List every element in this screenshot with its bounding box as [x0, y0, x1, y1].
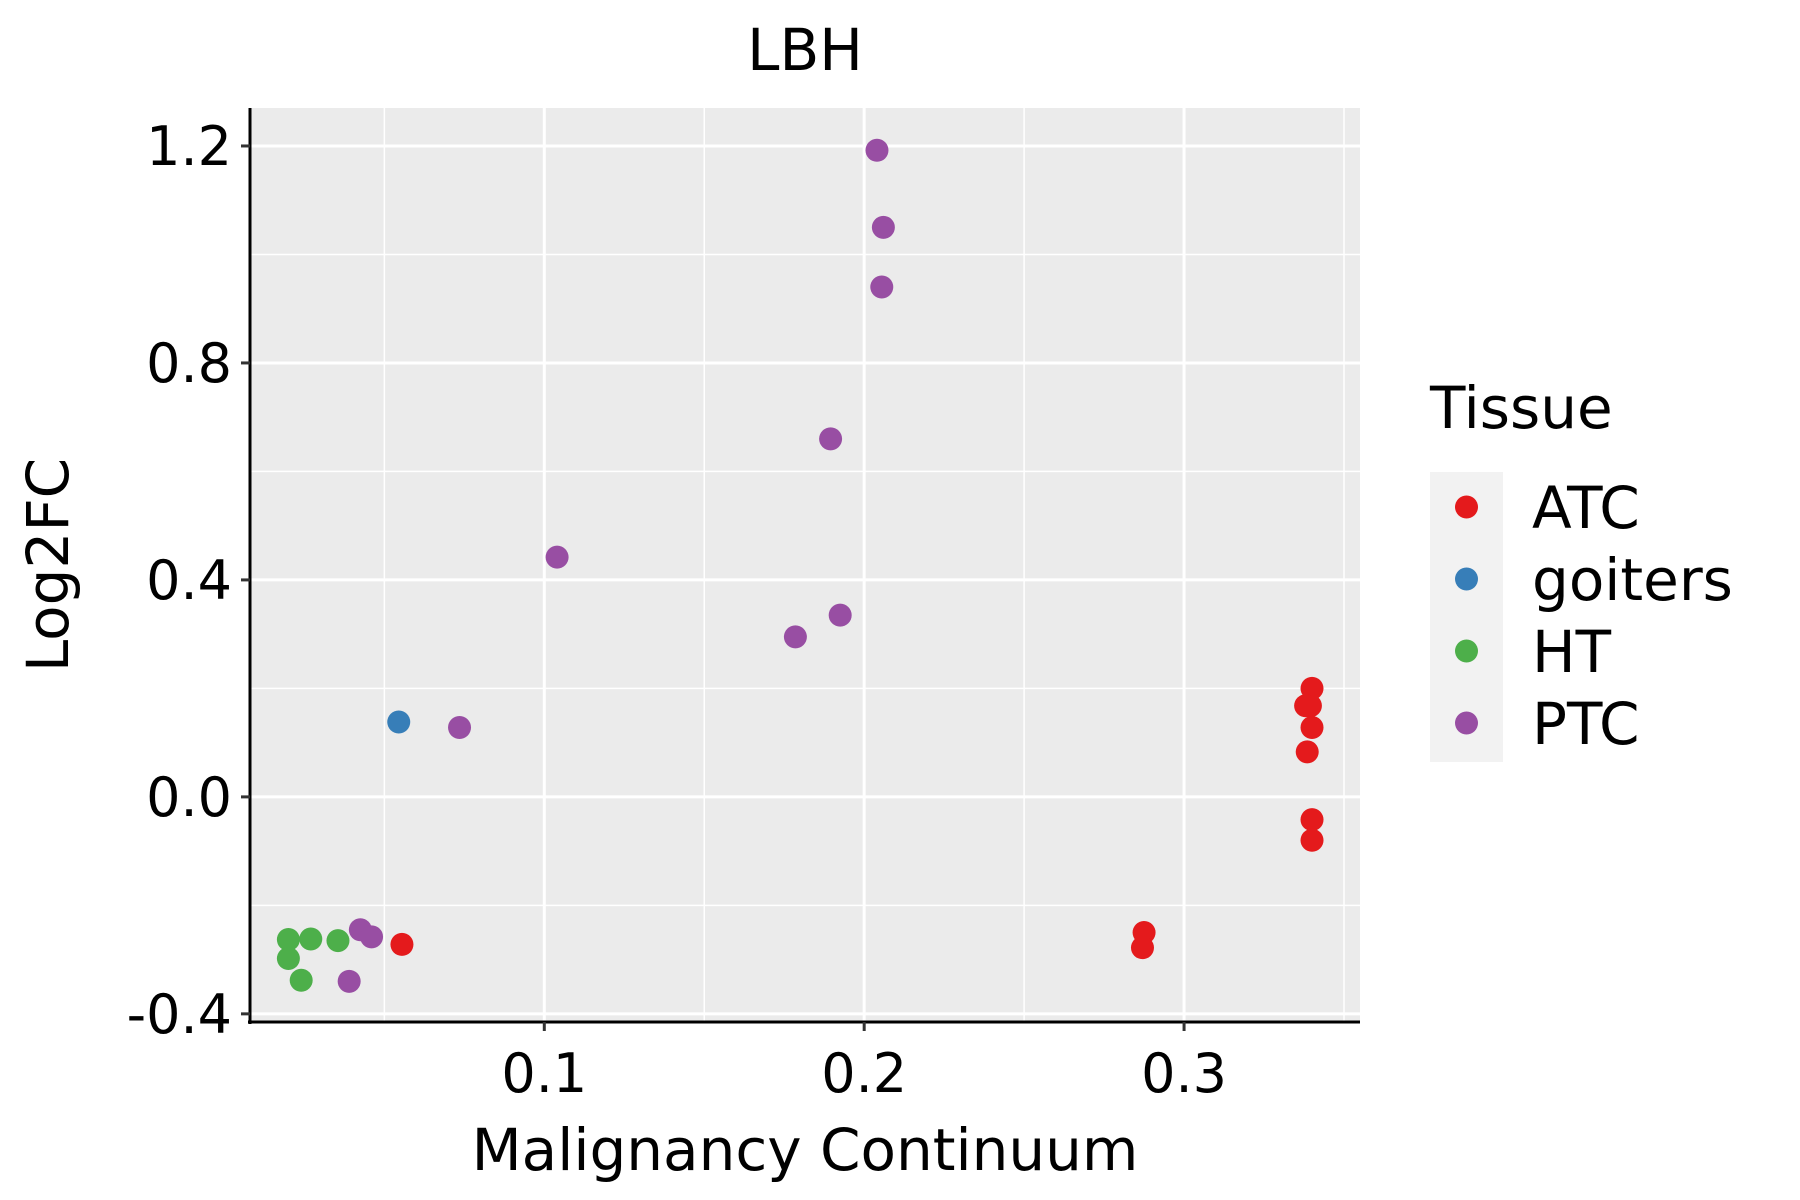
legend-key-goiters	[1455, 567, 1478, 591]
point-ht-0	[276, 928, 300, 952]
point-atc-8	[1300, 808, 1324, 832]
point-atc-9	[1300, 828, 1324, 852]
point-ht-2	[326, 929, 350, 953]
point-ptc-10	[337, 969, 361, 993]
y-tick-label-1: 0.0	[146, 766, 232, 829]
y-tick-label-4: 1.2	[146, 115, 232, 178]
y-tick-label-3: 0.8	[146, 332, 232, 395]
legend-label-ht: HT	[1532, 618, 1612, 686]
chart-title: LBH	[747, 16, 863, 84]
minor-gridlines	[250, 108, 1360, 1022]
legend-label-goiters: goiters	[1532, 546, 1733, 614]
legend-key-ht	[1455, 639, 1478, 663]
x-tick-label-2: 0.3	[1141, 1042, 1227, 1105]
plot-panel	[250, 108, 1360, 1022]
point-ht-4	[289, 968, 313, 992]
y-axis-ticks: -0.4 0.0 0.4 0.8 1.2	[127, 115, 250, 1046]
point-atc-7	[1295, 740, 1319, 764]
x-axis-title: Malignancy Continuum	[472, 1116, 1139, 1184]
legend-title: Tissue	[1429, 374, 1613, 442]
point-atc-2	[1130, 936, 1154, 960]
point-atc-0	[390, 932, 414, 956]
y-axis-title: Log2FC	[14, 458, 82, 672]
point-ptc-9	[360, 925, 384, 949]
major-gridlines	[250, 108, 1360, 1022]
legend-key-atc	[1455, 495, 1478, 519]
y-tick-label-2: 0.4	[146, 549, 232, 612]
y-tick-label-0: -0.4	[127, 983, 232, 1046]
point-ptc-1	[871, 215, 895, 239]
point-ht-1	[299, 927, 323, 951]
point-goiters-0	[387, 710, 411, 734]
point-ptc-0	[865, 138, 889, 162]
point-ptc-7	[448, 715, 472, 739]
point-ptc-6	[783, 625, 807, 649]
point-ptc-2	[870, 275, 894, 299]
x-tick-label-0: 0.1	[501, 1042, 587, 1105]
point-ptc-4	[545, 545, 569, 569]
legend-label-atc: ATC	[1532, 474, 1640, 542]
point-ht-3	[276, 947, 300, 971]
legend-key-ptc	[1455, 711, 1478, 735]
legend-label-ptc: PTC	[1532, 690, 1640, 758]
point-ptc-3	[819, 427, 843, 451]
x-axis-ticks: 0.1 0.2 0.3	[501, 1022, 1227, 1105]
point-ptc-5	[828, 603, 852, 627]
point-atc-3	[1300, 676, 1324, 700]
data-points	[276, 138, 1324, 993]
point-atc-5	[1294, 694, 1318, 718]
point-atc-6	[1300, 715, 1324, 739]
x-tick-label-1: 0.2	[821, 1042, 907, 1105]
